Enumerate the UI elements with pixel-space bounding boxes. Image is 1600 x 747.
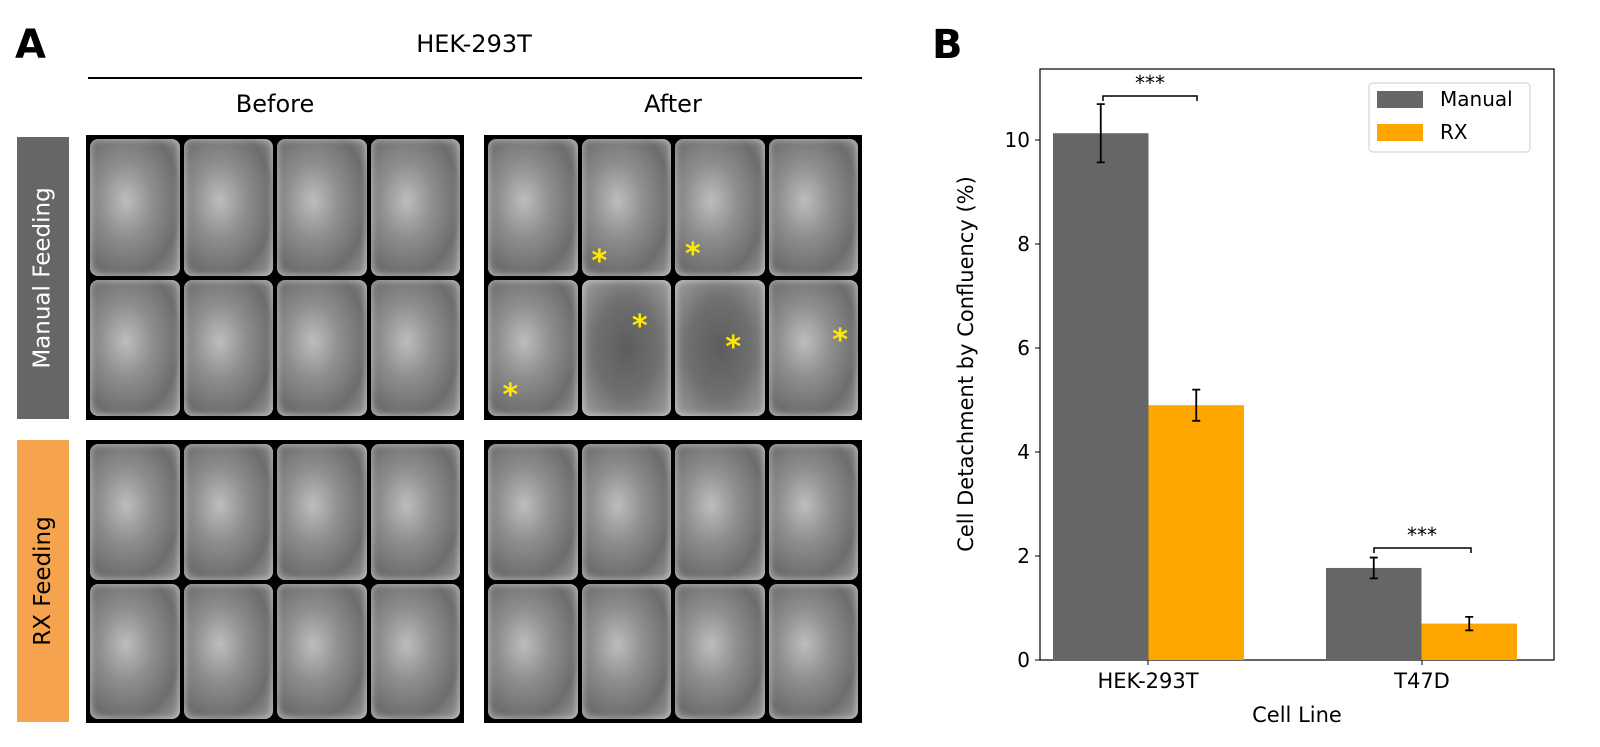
bar-rx-hek-293t xyxy=(1148,405,1244,660)
row-label-rx-feeding: RX Feeding xyxy=(17,440,69,722)
panel-a-letter: A xyxy=(15,22,46,68)
error-bar xyxy=(1465,615,1474,632)
significance-bracket-hek: *** xyxy=(1102,71,1198,101)
legend-swatch-rx xyxy=(1377,124,1423,141)
y-tick-label: 4 xyxy=(1017,440,1030,464)
detachment-marker: * xyxy=(631,309,648,345)
column-header-before: Before xyxy=(235,90,315,118)
title-underline xyxy=(88,77,862,79)
y-tick-label: 6 xyxy=(1017,336,1030,360)
panel-a-title: HEK-293T xyxy=(416,30,532,58)
svg-text:***: *** xyxy=(1407,523,1437,547)
y-tick-label: 10 xyxy=(1005,128,1030,152)
column-header-after: After xyxy=(644,90,702,118)
legend-label-rx: RX xyxy=(1440,120,1468,144)
detachment-marker: * xyxy=(832,322,848,358)
x-tick-t47d: T47D xyxy=(1393,669,1450,693)
significance-bracket-t47d: *** xyxy=(1373,523,1472,553)
legend: Manual RX xyxy=(1368,82,1531,153)
y-axis-ticks: 0 2 4 6 8 10 xyxy=(1005,128,1040,672)
plate-manual-after: * * * * * * xyxy=(484,135,862,420)
detachment-marker: * xyxy=(685,237,701,273)
plot-frame xyxy=(1039,68,1555,661)
y-tick-label: 8 xyxy=(1017,232,1030,256)
plate-rx-after xyxy=(484,440,862,723)
y-axis-label: Cell Detachment by Confluency (%) xyxy=(954,176,978,552)
bar-manual-t47d xyxy=(1326,567,1422,660)
legend-swatch-manual xyxy=(1377,91,1423,108)
x-tick-hek: HEK-293T xyxy=(1097,669,1198,693)
detachment-marker: * xyxy=(725,329,742,365)
y-tick-label: 2 xyxy=(1017,544,1030,568)
error-bar xyxy=(1369,556,1378,580)
error-bar xyxy=(1096,103,1105,164)
bars xyxy=(1053,103,1517,661)
svg-text:***: *** xyxy=(1135,71,1165,95)
panel-b-letter: B xyxy=(932,22,963,68)
error-bar xyxy=(1192,388,1201,422)
bar-manual-hek-293t xyxy=(1053,133,1149,661)
plate-manual-before xyxy=(86,135,464,420)
detachment-marker: * xyxy=(591,243,608,279)
y-tick-label: 0 xyxy=(1017,648,1030,672)
row-label-manual-feeding: Manual Feeding xyxy=(17,137,69,419)
legend-label-manual: Manual xyxy=(1440,87,1513,111)
x-axis-label: Cell Line xyxy=(1252,703,1342,727)
plate-rx-before xyxy=(86,440,464,723)
detachment-marker: * xyxy=(502,377,519,413)
